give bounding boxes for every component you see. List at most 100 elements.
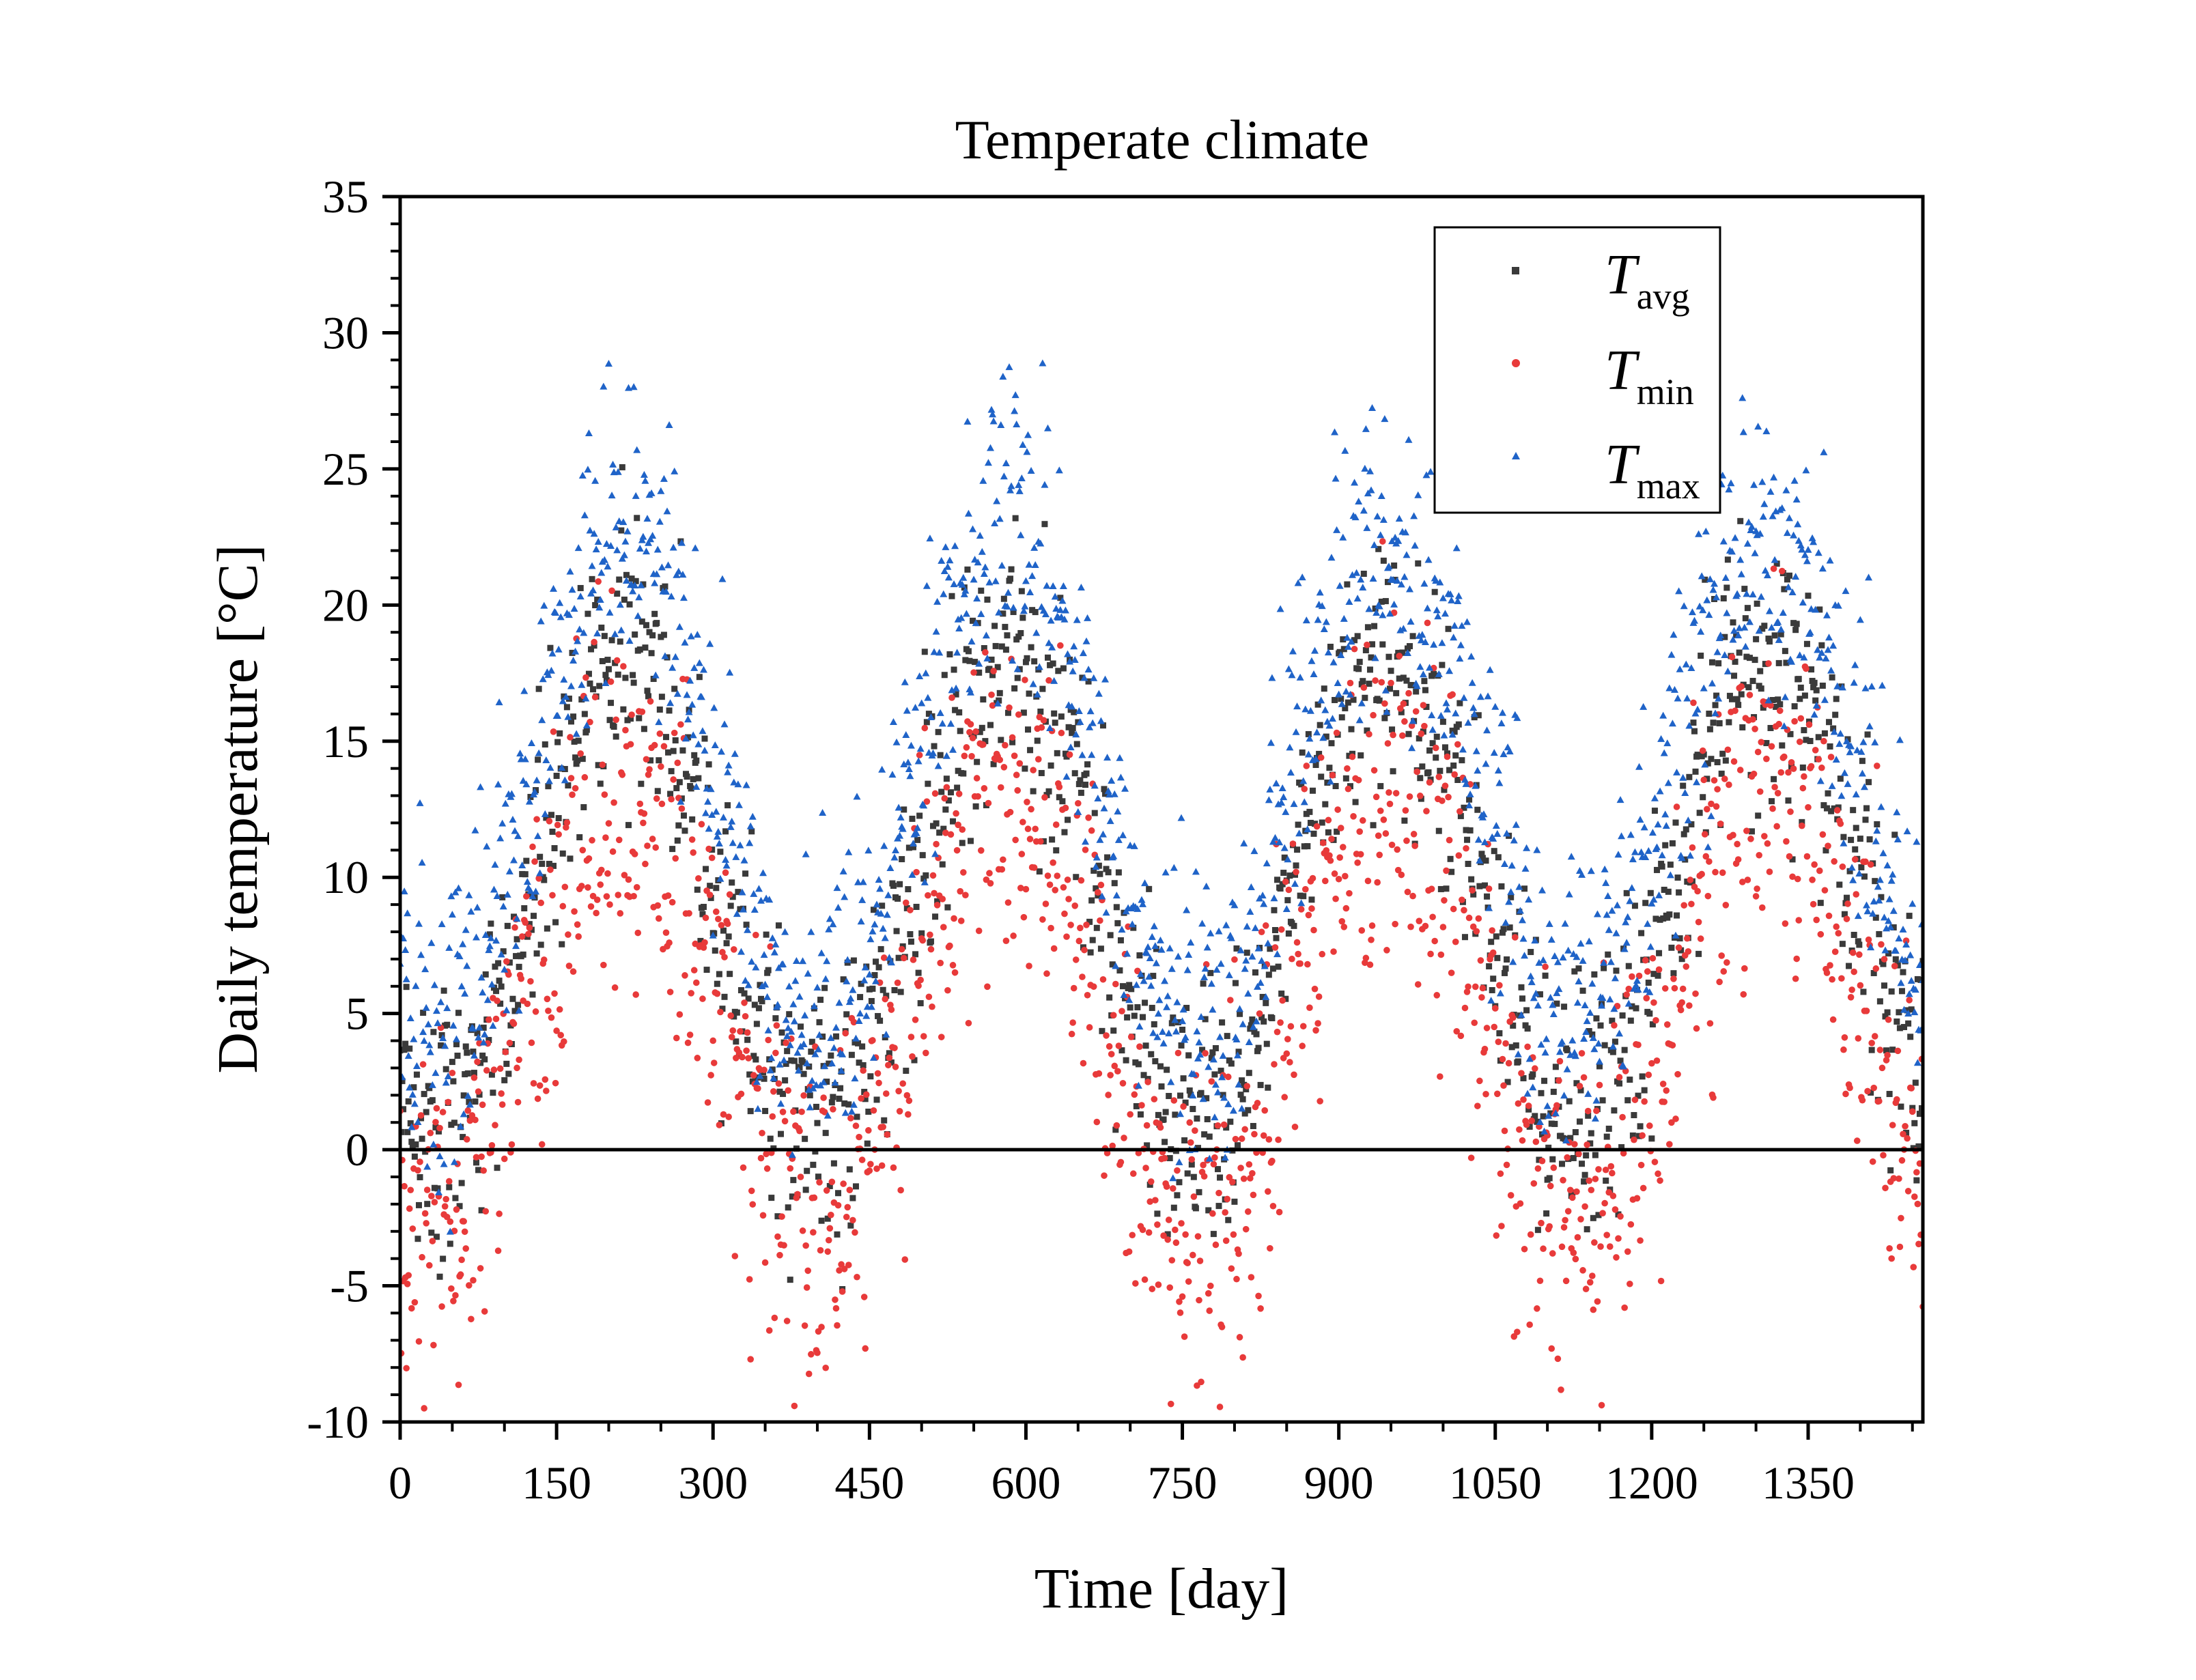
point-t-min	[1236, 1334, 1243, 1341]
point-t-min	[1846, 1084, 1853, 1092]
point-t-min	[482, 1208, 490, 1215]
point-t-min	[478, 1153, 485, 1161]
point-t-avg	[588, 646, 595, 653]
point-t-avg	[1504, 956, 1510, 963]
point-t-min	[525, 930, 532, 938]
point-t-max	[1906, 951, 1915, 958]
point-t-min	[1325, 816, 1332, 824]
point-t-max	[1676, 665, 1684, 672]
point-t-min	[574, 921, 581, 928]
point-t-avg	[1465, 860, 1472, 867]
point-t-max	[1766, 487, 1775, 495]
point-t-avg	[618, 527, 625, 534]
point-t-avg	[1850, 807, 1857, 814]
point-t-avg	[868, 997, 875, 1004]
point-t-avg	[1049, 836, 1056, 843]
point-t-min	[567, 775, 575, 782]
point-t-min	[847, 1115, 854, 1122]
point-t-max	[1810, 711, 1818, 718]
point-t-max	[1201, 965, 1209, 972]
point-t-max	[888, 771, 897, 778]
point-t-avg	[1423, 703, 1430, 710]
point-t-avg	[1710, 720, 1717, 726]
point-t-min	[1063, 933, 1070, 940]
point-t-min	[875, 1079, 882, 1087]
point-t-avg	[996, 689, 1003, 696]
point-t-max	[437, 998, 445, 1006]
point-t-avg	[580, 803, 587, 810]
point-t-min	[649, 836, 656, 842]
point-t-max	[1093, 853, 1101, 861]
point-t-avg	[1455, 721, 1462, 728]
point-t-max	[460, 1110, 468, 1117]
point-t-min	[1356, 828, 1364, 835]
point-t-max	[438, 920, 446, 928]
point-t-min	[1374, 879, 1381, 886]
point-t-max	[1110, 852, 1118, 859]
point-t-avg	[1187, 1092, 1194, 1098]
point-t-max	[975, 659, 983, 667]
point-t-min	[1913, 1169, 1920, 1176]
point-t-avg	[845, 1101, 852, 1108]
point-t-min	[1276, 1208, 1283, 1216]
point-t-max	[1007, 482, 1015, 489]
point-t-avg	[412, 1141, 419, 1148]
point-t-avg	[759, 998, 765, 1005]
point-t-avg	[1433, 754, 1439, 761]
point-t-min	[581, 773, 589, 781]
point-t-max	[1416, 663, 1424, 670]
point-t-min	[597, 866, 605, 874]
point-t-max	[726, 668, 734, 676]
point-t-avg	[1777, 631, 1784, 638]
point-t-min	[1838, 975, 1845, 982]
point-t-max	[854, 878, 862, 885]
point-t-max	[814, 1045, 822, 1053]
point-t-avg	[1541, 1077, 1548, 1084]
point-t-max	[617, 626, 625, 633]
point-t-avg	[849, 1195, 856, 1201]
point-t-avg	[1065, 816, 1071, 823]
point-t-max	[1406, 585, 1414, 593]
point-t-min	[578, 883, 585, 889]
point-t-min	[1579, 1267, 1586, 1274]
point-t-avg	[1124, 1014, 1131, 1021]
point-t-max	[787, 1027, 796, 1035]
point-t-max	[1605, 926, 1613, 933]
point-t-min	[1661, 985, 1669, 992]
point-t-min	[1524, 1043, 1531, 1051]
point-t-max	[1325, 722, 1334, 729]
point-t-min	[740, 1164, 747, 1171]
point-t-max	[699, 666, 707, 673]
point-t-avg	[843, 1011, 850, 1018]
point-t-max	[1125, 996, 1134, 1003]
point-t-avg	[1030, 788, 1037, 795]
point-t-max	[785, 982, 793, 990]
point-t-min	[457, 1271, 464, 1278]
point-t-max	[904, 758, 912, 766]
point-t-min	[1279, 997, 1286, 1004]
point-t-max	[1011, 407, 1019, 414]
point-t-min	[1586, 1279, 1594, 1286]
point-t-max	[1326, 778, 1334, 785]
point-t-max	[668, 664, 677, 671]
point-t-min	[931, 889, 938, 897]
point-t-min	[1884, 1051, 1891, 1059]
point-t-max	[944, 573, 953, 581]
point-t-min	[1451, 771, 1458, 778]
point-t-max	[1507, 888, 1515, 896]
point-t-min	[1904, 1188, 1912, 1195]
point-t-min	[1012, 836, 1019, 844]
point-t-max	[1812, 702, 1820, 709]
point-t-max	[608, 492, 616, 499]
point-t-max	[529, 892, 537, 900]
point-t-avg	[905, 886, 912, 893]
point-t-avg	[1162, 1109, 1169, 1115]
point-t-min	[858, 1156, 866, 1163]
point-t-avg	[1368, 654, 1375, 661]
point-t-avg	[498, 983, 505, 990]
point-t-min	[1350, 813, 1357, 820]
point-t-avg	[544, 925, 550, 932]
point-t-max	[1878, 681, 1886, 689]
point-t-min	[1627, 1221, 1635, 1228]
